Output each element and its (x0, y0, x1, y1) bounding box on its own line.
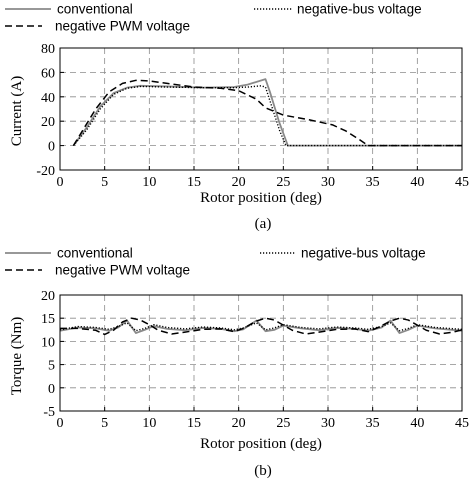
x-tick-label: 20 (232, 416, 246, 431)
legend-label-1: conventional (57, 246, 133, 261)
x-tick-label: 5 (101, 175, 108, 190)
y-tick-label: 20 (41, 115, 55, 130)
y-tick-label: 5 (48, 359, 55, 374)
series-line-negative-pwm-voltage (72, 79, 462, 147)
x-tick-label: 0 (57, 175, 64, 190)
panel-a: conventional negative-bus voltage negative… (5, 2, 469, 232)
x-axis-title: Rotor position (deg) (200, 436, 322, 452)
y-tick-label: 20 (41, 289, 55, 304)
x-tick-label: 5 (101, 416, 108, 431)
y-tick-label: 40 (41, 91, 55, 106)
legend-label-3: negative PWM voltage (55, 263, 190, 278)
panel-caption: (a) (255, 216, 272, 232)
x-tick-label: 0 (57, 416, 64, 431)
legend-label-2: negative-bus voltage (301, 246, 426, 261)
series-line-negative-bus-voltage (59, 322, 463, 332)
x-tick-label: 15 (187, 175, 201, 190)
legend-label-3: negative PWM voltage (55, 19, 190, 34)
x-tick-label: 30 (321, 416, 335, 431)
y-tick-label: 0 (48, 382, 55, 397)
series-line-conventional (59, 319, 463, 334)
x-tick-label: 40 (410, 175, 424, 190)
legend-label-1: conventional (57, 2, 133, 17)
x-tick-label: 20 (232, 175, 246, 190)
series-line-negative-bus-voltage (72, 85, 462, 147)
x-tick-label: 10 (142, 416, 156, 431)
legend-label-2: negative-bus voltage (297, 2, 422, 17)
y-tick-label: 15 (41, 312, 55, 327)
panel-caption: (b) (254, 463, 272, 479)
y-tick-label: 0 (48, 140, 55, 155)
x-tick-label: 40 (410, 416, 424, 431)
x-tick-label: 45 (455, 175, 469, 190)
x-tick-label: 35 (366, 175, 380, 190)
y-axis-title: Torque (Nm) (9, 317, 25, 396)
x-tick-label: 45 (455, 416, 469, 431)
x-tick-label: 25 (276, 416, 290, 431)
y-tick-label: -5 (43, 405, 55, 420)
plot-frame (59, 294, 463, 412)
y-tick-label: -20 (36, 164, 55, 179)
x-tick-label: 30 (321, 175, 335, 190)
x-tick-label: 10 (142, 175, 156, 190)
plot-frame (59, 47, 463, 171)
x-axis-title: Rotor position (deg) (200, 190, 322, 206)
series-line-conventional (72, 78, 462, 147)
y-tick-label: 60 (41, 66, 55, 81)
y-tick-label: 80 (41, 42, 55, 57)
y-tick-label: 10 (41, 335, 55, 350)
x-tick-label: 35 (366, 416, 380, 431)
y-axis-title: Current (A) (9, 76, 25, 146)
x-tick-label: 15 (187, 416, 201, 431)
x-tick-label: 25 (276, 175, 290, 190)
panel-b: conventional negative-bus voltage negative… (5, 246, 469, 479)
